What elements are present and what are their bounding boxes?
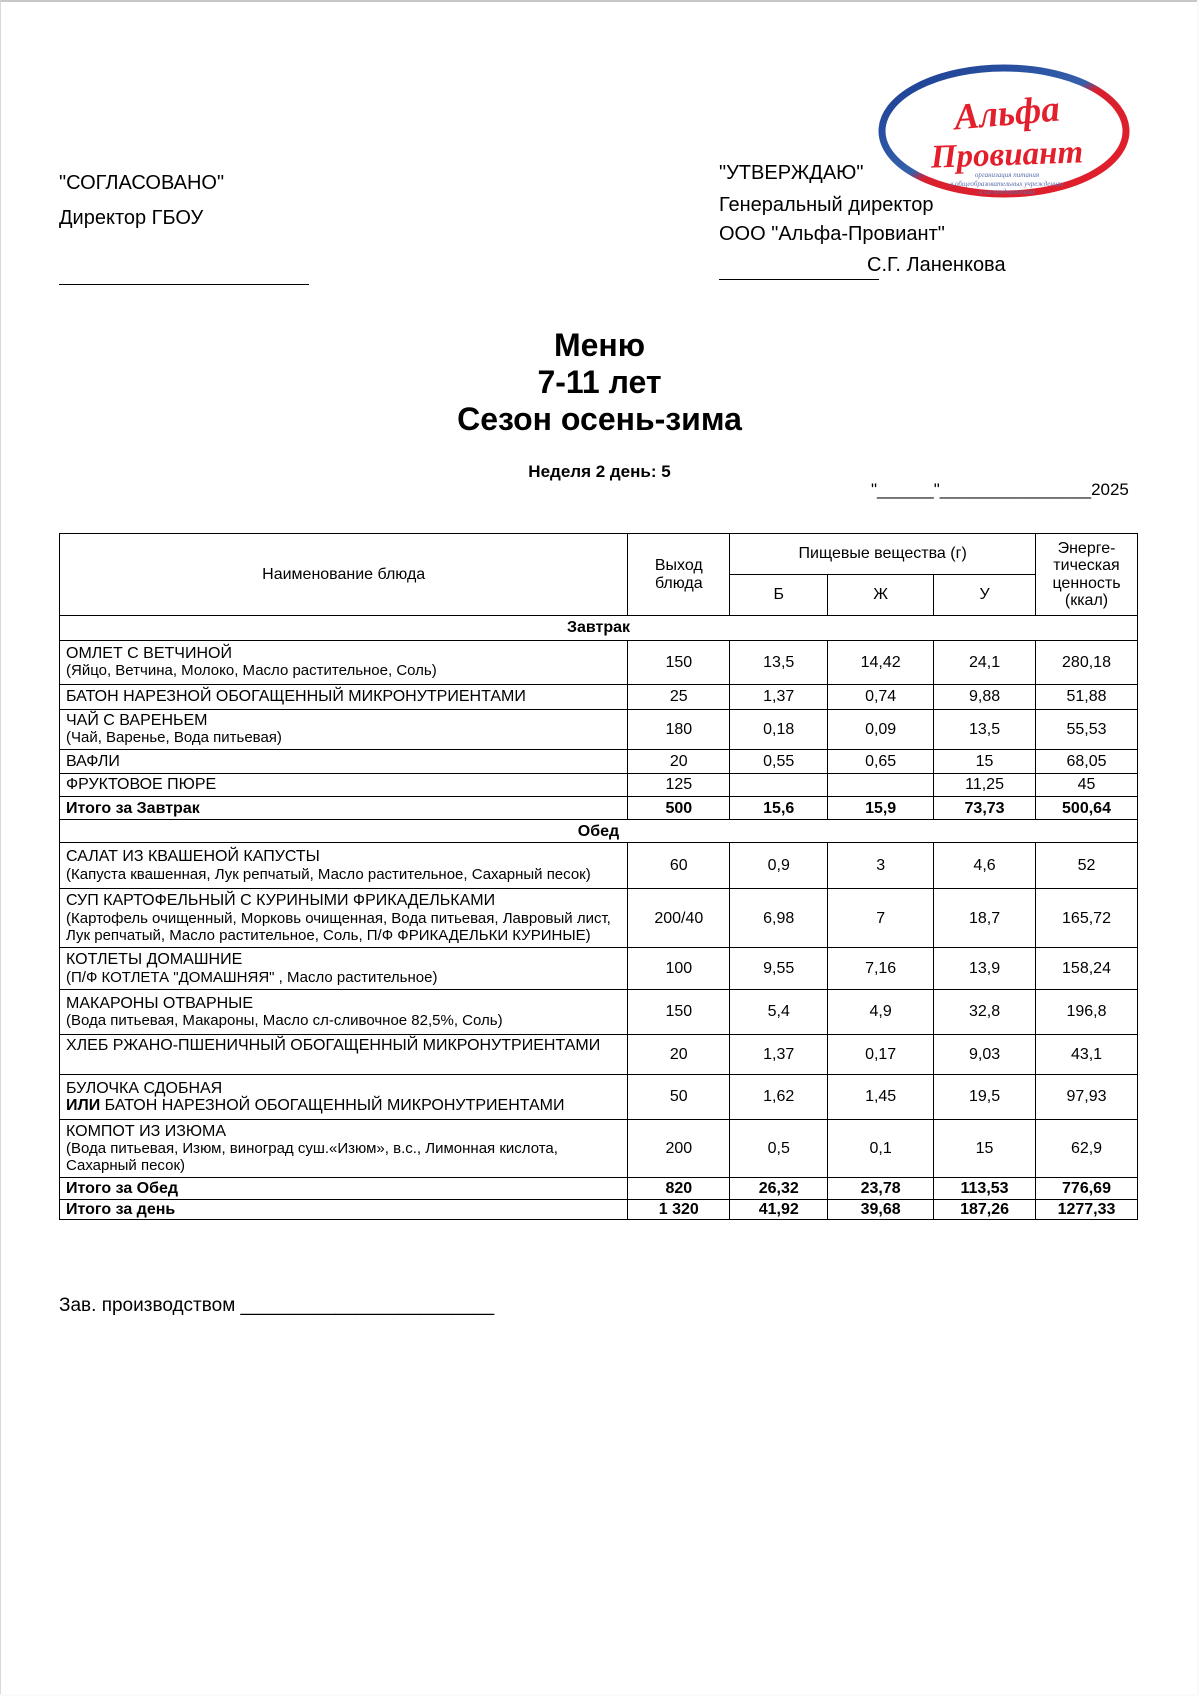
svg-text:и на предприятиях: и на предприятиях [979, 188, 1036, 196]
svg-text:Провиант: Провиант [929, 134, 1083, 175]
svg-text:организация питания: организация питания [975, 171, 1039, 179]
svg-text:в общеобразовательных учрежден: в общеобразовательных учреждениях [950, 180, 1064, 188]
